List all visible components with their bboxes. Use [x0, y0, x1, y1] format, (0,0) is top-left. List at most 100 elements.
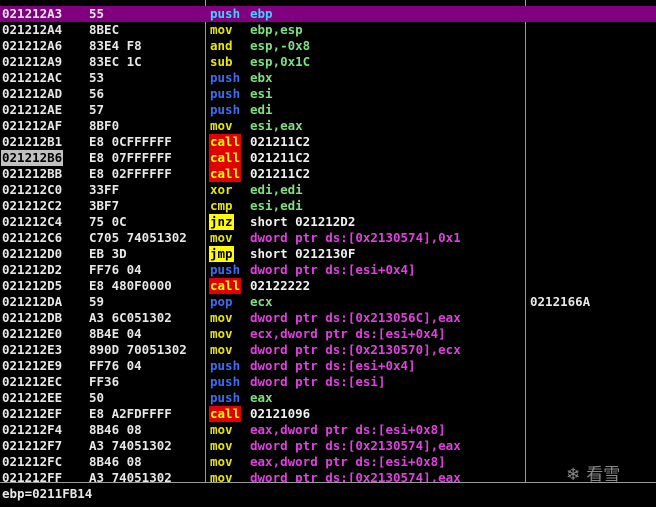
hex-bytes: E8 480F0000 — [89, 278, 172, 293]
mnemonic: push — [210, 390, 241, 405]
operands: eax — [250, 390, 273, 405]
code-row[interactable]: 021212D0 EB 3D jmp short 0212130F — [0, 246, 656, 262]
watermark-text: 看雪 — [586, 465, 621, 485]
hex-bytes: 83EC 1C — [89, 54, 142, 69]
hex-bytes: 3BF7 — [89, 198, 120, 213]
operands: dword ptr ds:[0x2130570],ecx — [250, 342, 461, 357]
code-row[interactable]: 021212A4 8BEC mov ebp,esp — [0, 22, 656, 38]
address: 021212C4 — [2, 214, 63, 229]
mnemonic: xor — [210, 182, 233, 197]
watermark: ❄ 看雪 — [566, 465, 621, 485]
code-row[interactable]: 021212B1 E8 0CFFFFFF call 021211C2 — [0, 134, 656, 150]
mnemonic: push — [210, 374, 241, 389]
code-row[interactable]: 021212E9 FF76 04 push dword ptr ds:[esi+0x4… — [0, 358, 656, 374]
hex-bytes: 57 — [89, 102, 105, 117]
code-row[interactable]: 021212C4 75 0C jnz short 021212D2 — [0, 214, 656, 230]
code-row[interactable]: 021212DA 59 pop ecx 0212166A — [0, 294, 656, 310]
code-row[interactable]: 021212DB A3 6C051302 mov dword ptr ds:[0x21… — [0, 310, 656, 326]
code-row[interactable]: 021212B6 E8 07FFFFFF call 021211C2 — [0, 150, 656, 166]
mnemonic: pop — [210, 294, 233, 309]
code-row[interactable]: 021212E3 890D 70051302 mov dword ptr ds:[0x… — [0, 342, 656, 358]
code-row[interactable]: 021212BB E8 02FFFFFF call 021211C2 — [0, 166, 656, 182]
hex-bytes: 50 — [89, 390, 105, 405]
address: 021212D0 — [2, 246, 63, 261]
code-row[interactable]: 021212C0 33FF xor edi,edi — [0, 182, 656, 198]
hex-bytes: FF76 04 — [89, 262, 142, 277]
code-row[interactable]: 021212F4 8B46 08 mov eax,dword ptr ds:[esi+… — [0, 422, 656, 438]
code-row[interactable]: 021212AD 56 push esi — [0, 86, 656, 102]
mnemonic: call — [209, 150, 242, 166]
address: 021212BB — [2, 166, 63, 181]
address: 021212AD — [2, 86, 63, 101]
code-row[interactable]: 021212C2 3BF7 cmp esi,edi — [0, 198, 656, 214]
operands: 021211C2 — [250, 134, 311, 149]
hex-bytes: 59 — [89, 294, 105, 309]
code-row[interactable]: 021212FC 8B46 08 mov eax,dword ptr ds:[esi+… — [0, 454, 656, 470]
hex-bytes: 890D 70051302 — [89, 342, 187, 357]
code-row[interactable]: 021212AE 57 push edi — [0, 102, 656, 118]
status-bar: ebp=0211FB14 — [0, 482, 656, 507]
hex-bytes: E8 0CFFFFFF — [89, 134, 172, 149]
code-row[interactable]: 021212F7 A3 74051302 mov dword ptr ds:[0x21… — [0, 438, 656, 454]
mnemonic: mov — [210, 470, 233, 482]
address: 021212A4 — [2, 22, 63, 37]
address: 021212D2 — [2, 262, 63, 277]
operands: dword ptr ds:[0x2130574],0x1 — [250, 230, 461, 245]
code-row[interactable]: 021212AF 8BF0 mov esi,eax — [0, 118, 656, 134]
address: 021212C0 — [2, 182, 63, 197]
mnemonic: jmp — [209, 246, 234, 262]
mnemonic: push — [210, 358, 241, 373]
operands: dword ptr ds:[esi] — [250, 374, 386, 389]
hex-bytes: 53 — [89, 70, 105, 85]
code-row[interactable]: 021212EC FF36 push dword ptr ds:[esi] — [0, 374, 656, 390]
hex-bytes: 33FF — [89, 182, 120, 197]
code-row[interactable]: 021212EF E8 A2FDFFFF call 02121096 — [0, 406, 656, 422]
hex-bytes: 75 0C — [89, 214, 127, 229]
hex-bytes: E8 02FFFFFF — [89, 166, 172, 181]
address: 021212EE — [2, 390, 63, 405]
mnemonic: cmp — [210, 198, 233, 213]
mnemonic: call — [209, 166, 242, 182]
hex-bytes: EB 3D — [89, 246, 127, 261]
mnemonic: mov — [210, 230, 233, 245]
code-row[interactable]: 021212D5 E8 480F0000 call 02122222 — [0, 278, 656, 294]
code-row[interactable]: 021212A9 83EC 1C sub esp,0x1C — [0, 54, 656, 70]
address: 021212B1 — [2, 134, 63, 149]
mnemonic: push — [210, 262, 241, 277]
hex-bytes: 56 — [89, 86, 105, 101]
code-row[interactable]: 021212A3 55 push ebp — [0, 6, 656, 22]
operands: ecx — [250, 294, 273, 309]
operands: ecx,dword ptr ds:[esi+0x4] — [250, 326, 446, 341]
mnemonic: and — [210, 38, 233, 53]
hex-bytes: FF76 04 — [89, 358, 142, 373]
code-row[interactable]: 021212AC 53 push ebx — [0, 70, 656, 86]
address: 021212EF — [2, 406, 63, 421]
address: 021212D5 — [2, 278, 63, 293]
mnemonic: mov — [210, 342, 233, 357]
operands: 02121096 — [250, 406, 311, 421]
address: 021212AC — [2, 70, 63, 85]
mnemonic: call — [209, 134, 242, 150]
hex-bytes: C705 74051302 — [89, 230, 187, 245]
code-row[interactable]: 021212A6 83E4 F8 and esp,-0x8 — [0, 38, 656, 54]
mnemonic: jnz — [209, 214, 234, 230]
mnemonic: mov — [210, 422, 233, 437]
operands: eax,dword ptr ds:[esi+0x8] — [250, 422, 446, 437]
operands: esp,0x1C — [250, 54, 311, 69]
address: 021212A3 — [2, 6, 63, 21]
operands: eax,dword ptr ds:[esi+0x8] — [250, 454, 446, 469]
column-separator — [525, 0, 526, 482]
mnemonic: mov — [210, 454, 233, 469]
code-row[interactable]: 021212C6 C705 74051302 mov dword ptr ds:[0x… — [0, 230, 656, 246]
mnemonic: call — [209, 278, 242, 294]
operands: esi,eax — [250, 118, 303, 133]
code-row[interactable]: 021212FF A3 74051302 mov dword ptr ds:[0x21… — [0, 470, 656, 482]
code-row[interactable]: 021212E0 8B4E 04 mov ecx,dword ptr ds:[esi+… — [0, 326, 656, 342]
hex-bytes: A3 74051302 — [89, 438, 172, 453]
hex-bytes: FF36 — [89, 374, 120, 389]
address: 021212F7 — [2, 438, 63, 453]
address: 021212C2 — [2, 198, 63, 213]
code-row[interactable]: 021212D2 FF76 04 push dword ptr ds:[esi+0x4… — [0, 262, 656, 278]
code-row[interactable]: 021212EE 50 push eax — [0, 390, 656, 406]
